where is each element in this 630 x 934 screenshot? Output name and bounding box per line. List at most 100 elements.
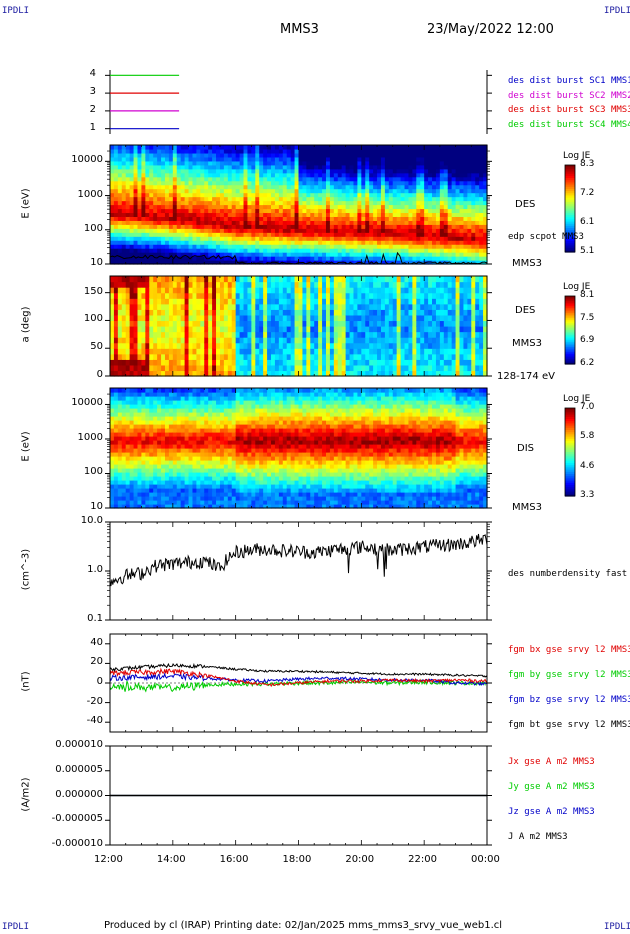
spectrogram-cell xyxy=(192,232,197,237)
spectrogram-cell xyxy=(110,248,115,253)
dis-spectrogram-cell xyxy=(121,420,127,425)
pitchangle-cell xyxy=(479,359,484,366)
spectrogram-cell xyxy=(435,208,441,214)
pitchangle-cell xyxy=(439,281,445,288)
spectrogram-cell xyxy=(432,180,437,186)
spectrogram-cell xyxy=(428,236,433,241)
spectrogram-cell xyxy=(196,172,201,178)
pitchangle-cell xyxy=(141,359,146,366)
pitchangle-cell xyxy=(451,314,457,322)
spectrogram-cell xyxy=(153,216,158,221)
spectrogram-cell xyxy=(369,176,374,182)
pitchangle-cell xyxy=(467,309,472,316)
spectrogram-cell xyxy=(141,240,146,245)
spectrogram-cell xyxy=(463,248,468,253)
pitchangle-cell xyxy=(365,276,370,283)
pitchangle-cell xyxy=(318,276,323,283)
spectrogram-cell xyxy=(168,188,174,194)
spectrogram-cell xyxy=(227,240,233,245)
spectrogram-cell xyxy=(353,180,359,186)
spectrogram-cell xyxy=(392,168,398,174)
pitchangle-cell xyxy=(424,364,429,372)
pitchangle-cell xyxy=(267,320,272,327)
spectrogram-cell xyxy=(121,160,127,166)
spectrogram-cell xyxy=(290,204,296,210)
spectrogram-cell xyxy=(337,164,343,170)
pitchangle-cell xyxy=(168,370,174,377)
pitchangle-cell xyxy=(145,359,150,366)
pitchangle-cell xyxy=(388,298,394,305)
pitchangle-cell xyxy=(247,337,252,344)
pitchangle-cell xyxy=(137,359,143,366)
spectrogram-cell xyxy=(231,232,237,237)
spectrogram-cell xyxy=(196,168,201,174)
spectrogram-cell xyxy=(243,252,249,257)
spectrogram-cell xyxy=(432,188,437,194)
pitchangle-cell xyxy=(157,314,162,322)
spectrogram-cell xyxy=(349,200,355,206)
pitchangle-cell xyxy=(196,303,201,310)
pitchangle-cell xyxy=(479,292,484,299)
spectrogram-cell xyxy=(322,204,327,210)
pitchangle-cell xyxy=(463,303,468,310)
spectrogram-cell xyxy=(125,156,131,162)
spectrogram-cell xyxy=(455,244,461,249)
spectrogram-cell xyxy=(216,148,221,154)
spectrogram-cell xyxy=(110,156,115,162)
pitchangle-cell xyxy=(463,298,468,305)
pitchangle-cell xyxy=(113,359,119,366)
spectrogram-cell xyxy=(274,204,280,210)
spectrogram-cell xyxy=(325,164,331,170)
spectrogram-cell xyxy=(428,240,433,245)
pitchangle-cell xyxy=(259,370,264,377)
spectrogram-cell xyxy=(341,156,347,162)
colorbar-cell xyxy=(565,328,575,331)
spectrogram-cell xyxy=(325,260,331,265)
spectrogram-cell xyxy=(212,172,217,178)
spectrogram-cell xyxy=(180,160,186,166)
pitchangle-cell xyxy=(329,314,335,322)
spectrogram-cell xyxy=(172,236,178,241)
spectrogram-cell xyxy=(353,260,359,265)
spectrogram-cell xyxy=(455,204,461,210)
pitchangle-cell xyxy=(282,353,288,360)
pitchangle-cell xyxy=(145,364,150,372)
dis-spectrogram-cell xyxy=(110,448,115,453)
pitchangle-cell xyxy=(306,320,311,327)
spectrogram-cell xyxy=(247,220,252,225)
spectrogram-cell xyxy=(235,232,241,237)
pitchangle-cell xyxy=(353,320,359,327)
spectrogram-cell xyxy=(479,160,484,166)
pitchangle-cell xyxy=(432,287,437,294)
pitchangle-cell xyxy=(412,331,417,338)
spectrogram-cell xyxy=(400,252,406,257)
spectrogram-cell xyxy=(251,176,256,182)
dis-spectrogram-cell xyxy=(121,456,127,461)
spectrogram-cell xyxy=(424,176,429,182)
spectrogram-cell xyxy=(357,200,362,206)
pitchangle-cell xyxy=(388,276,394,283)
pitchangle-cell xyxy=(137,276,143,283)
colorbar-cell xyxy=(565,197,575,201)
spectrogram-cell xyxy=(396,160,402,166)
pitchangle-cell xyxy=(278,314,284,322)
pitchangle-cell xyxy=(325,370,331,377)
pitchangle-cell xyxy=(274,337,280,344)
spectrogram-cell xyxy=(267,180,272,186)
pitchangle-cell xyxy=(471,309,476,316)
spectrogram-cell xyxy=(168,156,174,162)
pitchangle-cell xyxy=(325,287,331,294)
pitchangle-cell xyxy=(129,353,135,360)
spectrogram-cell xyxy=(137,240,143,245)
pitchangle-cell xyxy=(392,353,398,360)
pitchangle-cell xyxy=(243,342,249,349)
pitchangle-cell xyxy=(294,314,300,322)
spectrogram-cell xyxy=(286,192,292,198)
pitchangle-cell xyxy=(318,320,323,327)
pitchangle-cell xyxy=(432,298,437,305)
spectrogram-cell xyxy=(353,224,359,229)
pitchangle-cell xyxy=(117,298,123,305)
spectrogram-cell xyxy=(290,152,296,158)
spectrogram-cell xyxy=(212,196,217,202)
pitchangle-cell xyxy=(357,276,362,283)
